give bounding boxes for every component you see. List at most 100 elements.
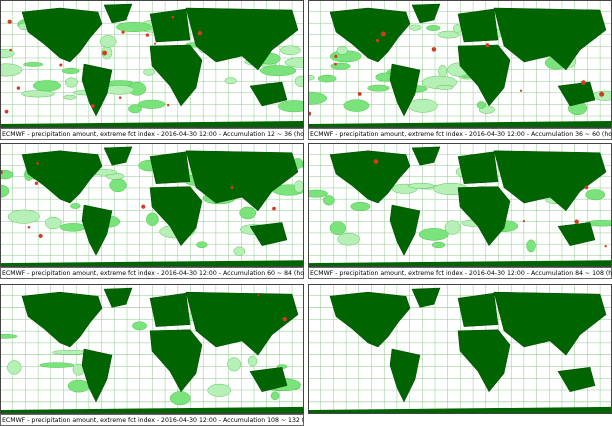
precip-area xyxy=(350,201,371,212)
precip-area xyxy=(23,62,44,67)
map xyxy=(0,284,304,414)
precip-area xyxy=(270,391,280,401)
precip-area xyxy=(146,212,159,227)
extreme-spot xyxy=(90,104,95,108)
precip-area xyxy=(330,62,351,70)
extreme-spot xyxy=(171,15,175,19)
precip-area xyxy=(408,98,438,113)
extreme-spot xyxy=(357,92,362,96)
precip-area xyxy=(65,77,78,88)
precip-area xyxy=(224,77,237,85)
precip-area xyxy=(116,22,152,32)
precip-area xyxy=(585,189,606,201)
precip-area xyxy=(239,206,257,220)
extreme-spot xyxy=(431,47,437,52)
precip-area xyxy=(337,233,360,246)
precip-area xyxy=(317,74,337,83)
extreme-spot xyxy=(59,63,63,67)
precip-area xyxy=(329,221,346,235)
extreme-spot xyxy=(373,159,379,164)
extreme-spot xyxy=(334,54,338,58)
map-panel xyxy=(0,284,304,414)
precip-area xyxy=(196,241,208,249)
caption-box: ECMWF - precipitation amount, extreme fc… xyxy=(308,267,612,279)
map xyxy=(0,143,304,267)
precip-area xyxy=(0,49,15,58)
extreme-spot xyxy=(375,38,380,43)
extreme-spot xyxy=(308,111,312,116)
extreme-spot xyxy=(9,48,12,52)
precip-area xyxy=(39,362,75,368)
caption-frame xyxy=(0,128,304,140)
precip-area xyxy=(343,99,370,112)
precip-area xyxy=(7,360,22,375)
precip-area xyxy=(32,80,61,92)
precip-area xyxy=(408,182,434,189)
precip-area xyxy=(526,239,536,253)
caption-box: ECMWF - precipitation amount, extreme fc… xyxy=(0,267,339,279)
extreme-spot xyxy=(522,219,526,223)
precip-area xyxy=(284,57,304,68)
extreme-spot xyxy=(4,109,9,114)
caption: ECMWF - precipitation amount, extreme fc… xyxy=(310,131,612,138)
extreme-spot xyxy=(604,245,607,248)
precip-area xyxy=(432,241,446,249)
map xyxy=(0,0,304,128)
extreme-spot xyxy=(7,19,12,24)
caption-frame xyxy=(0,267,304,279)
precip-area xyxy=(408,24,422,31)
precip-area xyxy=(67,379,90,393)
precip-area xyxy=(128,104,142,114)
precip-area xyxy=(61,67,80,74)
extreme-spot xyxy=(599,91,605,97)
map-panel xyxy=(308,143,612,267)
extreme-spot xyxy=(230,186,234,189)
map-frame xyxy=(0,284,304,414)
extreme-spot xyxy=(121,30,125,34)
extreme-spot xyxy=(38,233,43,238)
precip-area xyxy=(0,63,23,77)
extreme-spot xyxy=(102,50,108,56)
caption: ECMWF - precipitation amount, extreme fc… xyxy=(2,270,339,277)
caption: ECMWF - precipitation amount, extreme fc… xyxy=(2,417,347,424)
precip-area xyxy=(294,75,304,87)
precip-area xyxy=(308,74,315,81)
precip-area xyxy=(0,169,14,180)
precip-area xyxy=(323,195,335,206)
precip-area xyxy=(476,101,486,109)
extreme-spot xyxy=(27,225,31,229)
extreme-spot xyxy=(282,316,287,322)
precip-area xyxy=(438,64,448,78)
precip-area xyxy=(426,25,441,31)
extreme-spot xyxy=(581,80,586,86)
extreme-spot xyxy=(36,161,39,165)
precip-area xyxy=(278,100,304,113)
caption-box: ECMWF - precipitation amount, extreme fc… xyxy=(0,128,339,140)
precip-area xyxy=(59,223,87,232)
precip-area xyxy=(444,220,461,235)
extreme-spot xyxy=(16,86,21,90)
map-panel xyxy=(308,284,612,414)
map-panel xyxy=(308,0,612,128)
precip-area xyxy=(247,355,258,367)
precip-area xyxy=(294,180,304,193)
precip-area xyxy=(280,45,301,55)
precip-area xyxy=(63,94,77,100)
precip-area xyxy=(70,203,81,209)
precip-area xyxy=(227,357,241,372)
precip-area xyxy=(99,35,117,48)
caption-box: ECMWF - precipitation amount, extreme fc… xyxy=(0,414,347,426)
extreme-spot xyxy=(34,181,39,185)
map xyxy=(308,284,612,414)
precip-area xyxy=(453,24,462,34)
precip-area xyxy=(436,85,454,90)
extreme-spot xyxy=(272,206,276,211)
precip-area xyxy=(207,383,231,397)
caption: ECMWF - precipitation amount, extreme fc… xyxy=(2,131,339,138)
caption-box: ECMWF - precipitation amount, extreme fc… xyxy=(308,128,612,140)
precip-area xyxy=(437,30,460,39)
extreme-spot xyxy=(153,42,157,45)
caption: ECMWF - precipitation amount, extreme fc… xyxy=(310,270,612,277)
extreme-spot xyxy=(145,33,150,37)
